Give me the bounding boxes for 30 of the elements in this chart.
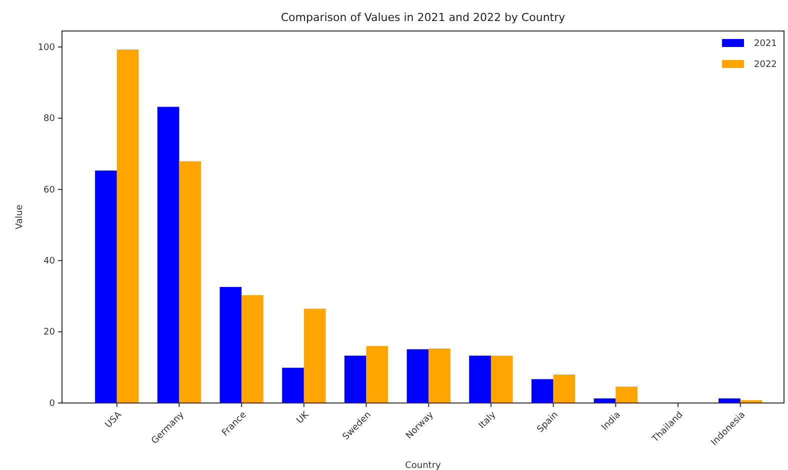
bar [304,308,326,403]
bar [366,346,388,403]
y-tick-label: 40 [44,256,56,266]
chart-title: Comparison of Values in 2021 and 2022 by Country [280,11,566,24]
bar [282,368,304,403]
bar [242,295,264,403]
x-tick-label: UK [295,409,312,426]
legend-label: 2022 [754,60,777,70]
y-tick-label: 100 [38,42,56,53]
bar [344,356,366,403]
x-axis-title: Country [405,461,442,470]
bar [428,348,450,403]
bar [616,386,638,403]
bar [95,170,117,403]
y-axis-title: Value [15,204,25,230]
bar [531,379,554,403]
y-tick-label: 0 [49,398,56,409]
y-tick-label: 20 [44,328,56,338]
bar [116,50,139,403]
y-tick-label: 60 [44,185,56,196]
y-tick-label: 80 [44,114,56,124]
bar [553,374,576,403]
x-tick-label: USA [104,409,125,430]
bar [406,349,429,403]
bar [157,106,180,403]
bar [220,286,242,403]
bar [179,161,202,403]
bar [490,356,513,403]
legend-label: 2021 [754,38,777,49]
bar [469,356,491,403]
